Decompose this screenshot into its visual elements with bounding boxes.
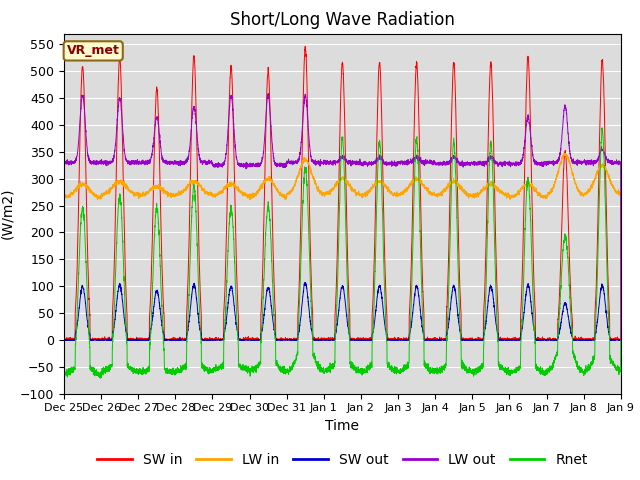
Legend: SW in, LW in, SW out, LW out, Rnet: SW in, LW in, SW out, LW out, Rnet bbox=[92, 447, 593, 472]
X-axis label: Time: Time bbox=[325, 419, 360, 433]
Text: VR_met: VR_met bbox=[67, 44, 120, 58]
Title: Short/Long Wave Radiation: Short/Long Wave Radiation bbox=[230, 11, 455, 29]
Y-axis label: (W/m2): (W/m2) bbox=[1, 188, 14, 240]
